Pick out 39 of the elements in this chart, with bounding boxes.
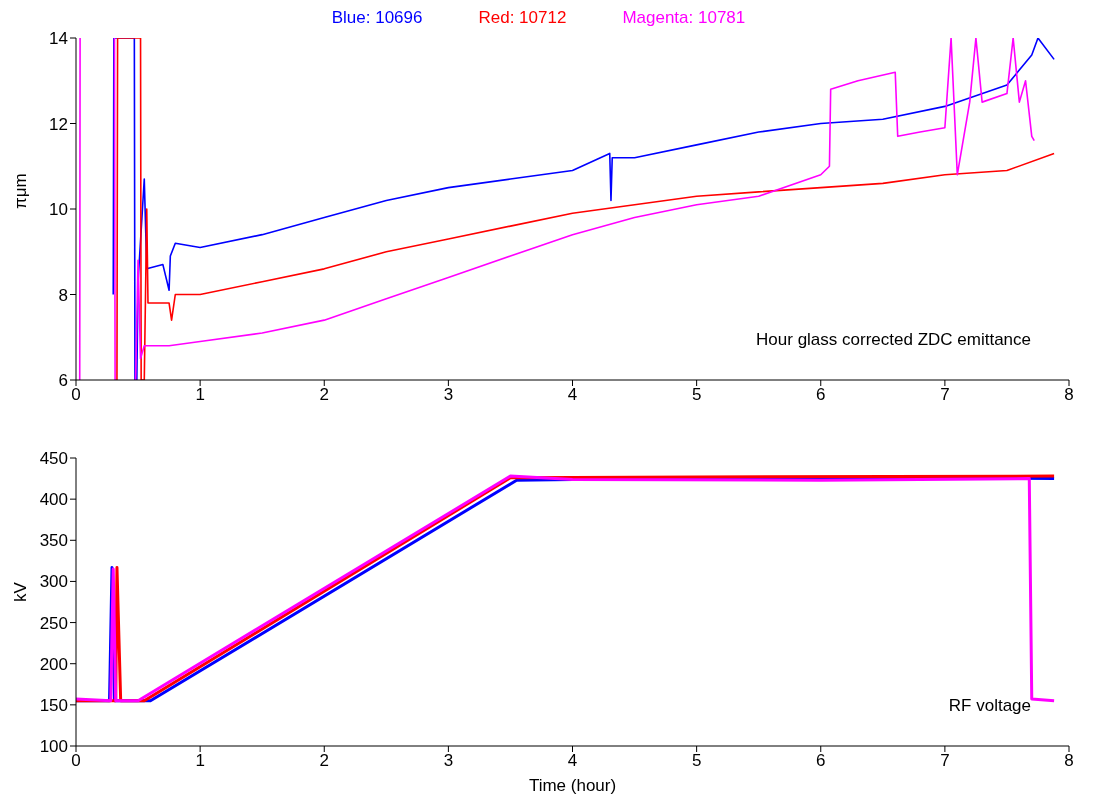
y-tick-label: 250 xyxy=(39,613,68,633)
x-tick-label: 6 xyxy=(816,751,826,771)
y-tick-label: 200 xyxy=(39,654,68,674)
y-tick-label: 12 xyxy=(49,114,68,134)
annotation: RF voltage xyxy=(948,696,1031,716)
x-tick-label: 8 xyxy=(1064,751,1074,771)
x-tick-label: 3 xyxy=(443,751,454,771)
y-tick-label: 10 xyxy=(49,200,68,220)
x-tick-label: 5 xyxy=(691,751,702,771)
y-tick-label: 400 xyxy=(39,490,68,510)
x-tick-label: 1 xyxy=(195,751,205,771)
x-tick-label: 4 xyxy=(567,385,578,405)
x-tick-label: 3 xyxy=(443,385,454,405)
y-tick-label: 8 xyxy=(58,285,68,305)
y-tick-label: 14 xyxy=(49,29,68,49)
x-axis-title: Time (hour) xyxy=(527,776,618,796)
x-tick-label: 7 xyxy=(940,751,950,771)
y-tick-label: 150 xyxy=(39,695,68,715)
y-tick-label: 300 xyxy=(39,572,68,592)
x-tick-label: 0 xyxy=(71,385,81,405)
y-tick-label: 350 xyxy=(39,531,68,551)
text: Magenta: 10781 xyxy=(622,8,746,28)
text: Red: 10712 xyxy=(478,8,567,28)
x-tick-label: 7 xyxy=(940,385,950,405)
x-tick-label: 2 xyxy=(319,751,329,771)
x-tick-label: 8 xyxy=(1064,385,1074,405)
y-axis-title: kV xyxy=(11,581,31,602)
x-tick-label: 6 xyxy=(816,385,826,405)
x-tick-label: 1 xyxy=(195,385,205,405)
x-tick-label: 0 xyxy=(71,751,81,771)
y-axis-title: πμm xyxy=(11,173,31,209)
x-tick-label: 5 xyxy=(691,385,702,405)
annotation: Hour glass corrected ZDC emittance xyxy=(756,330,1031,350)
y-tick-label: 450 xyxy=(39,449,68,469)
y-tick-label: 100 xyxy=(39,737,68,757)
x-tick-label: 2 xyxy=(319,385,329,405)
y-tick-label: 6 xyxy=(58,371,68,391)
x-tick-label: 4 xyxy=(567,751,578,771)
text: Blue: 10696 xyxy=(331,8,423,28)
